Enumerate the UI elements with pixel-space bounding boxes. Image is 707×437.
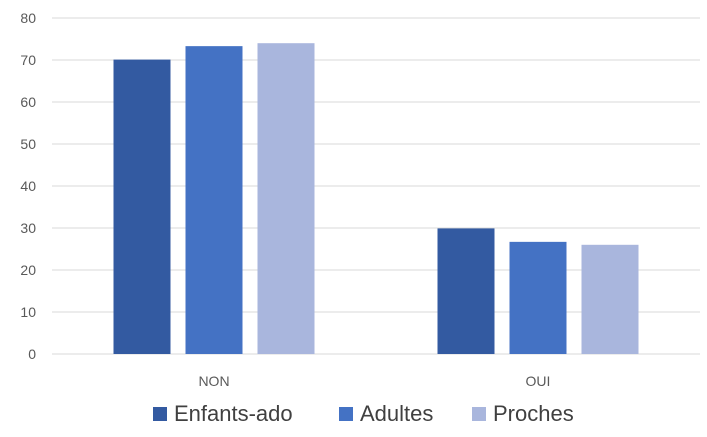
y-tick-label: 40 [20, 178, 36, 194]
bar-enfants-ado-oui [437, 228, 495, 354]
bar-adultes-non [185, 46, 243, 354]
y-tick-label: 80 [20, 10, 36, 26]
y-tick-label: 20 [20, 262, 36, 278]
y-tick-label: 30 [20, 220, 36, 236]
legend-swatch [153, 407, 167, 421]
y-tick-label: 10 [20, 304, 36, 320]
bar-enfants-ado-non [113, 59, 171, 355]
x-axis-categories: NON OUI [198, 373, 550, 389]
x-category-label: NON [198, 373, 229, 389]
legend-swatch [472, 407, 486, 421]
y-tick-label: 60 [20, 94, 36, 110]
legend-swatch [339, 407, 353, 421]
legend-label: Adultes [360, 401, 433, 426]
legend-label: Proches [493, 401, 574, 426]
bar-proches-non [257, 43, 315, 354]
y-tick-label: 50 [20, 136, 36, 152]
x-category-label: OUI [526, 373, 551, 389]
bar-proches-oui [581, 244, 639, 354]
y-axis-ticks: 0 10 20 30 40 50 60 70 80 [20, 10, 36, 362]
legend: Enfants-ado Adultes Proches [153, 401, 574, 426]
bar-adultes-oui [509, 241, 567, 354]
y-tick-label: 70 [20, 52, 36, 68]
bars [113, 43, 639, 355]
legend-label: Enfants-ado [174, 401, 293, 426]
y-tick-label: 0 [28, 346, 36, 362]
